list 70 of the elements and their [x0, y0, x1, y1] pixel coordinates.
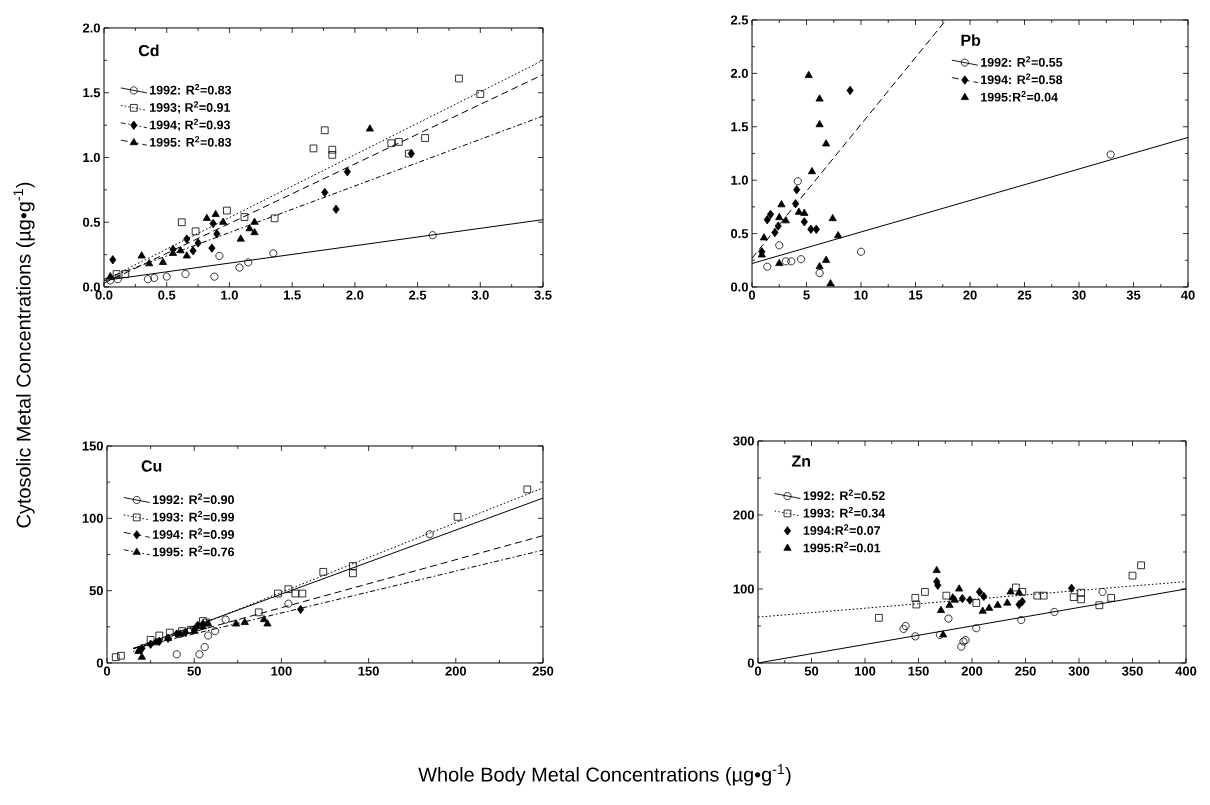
- legend-label: 1992: R$^{2}$=0.52: [803, 489, 885, 501]
- y-tick-label: 1.5: [731, 122, 749, 132]
- y-tick-label: 1.0: [731, 175, 748, 185]
- legend-label: 1992: R$^{2}$=0.83: [150, 83, 232, 95]
- legend-label: 1994: R$^{2}$=0.58: [981, 73, 1063, 85]
- y-tick-label: 150: [82, 441, 103, 451]
- x-tick-label: 300: [1068, 666, 1090, 676]
- x-tick-label: 40: [1181, 290, 1195, 300]
- legend-label: 1992: R$^{2}$=0.55: [981, 56, 1063, 67]
- y-tick-label: 0: [747, 658, 754, 668]
- y-tick-label: 0.0: [83, 282, 100, 292]
- x-tick-label: 400: [1175, 666, 1197, 676]
- x-tick-label: 5: [803, 290, 810, 300]
- x-tick-label: 1.0: [221, 290, 238, 300]
- x-tick-label: 1.5: [283, 290, 301, 300]
- y-tick-label: 2.5: [730, 15, 749, 25]
- legend-label: 1995: R$^{2}$=0.83: [150, 136, 232, 147]
- text: Cu: [141, 460, 162, 472]
- x-tick-label: 25: [1017, 290, 1032, 300]
- legend-label: 1995: R$^{2}$=0.76: [152, 545, 235, 557]
- x-tick-label: 20: [963, 290, 977, 300]
- y-tick-label: 0.5: [83, 217, 101, 227]
- text: Cd: [138, 44, 159, 57]
- y-tick-label: 0.0: [731, 282, 748, 292]
- x-tick-label: 50: [187, 666, 201, 676]
- x-tick-label: 0.5: [158, 290, 176, 300]
- x-tick-label: 3.0: [471, 290, 489, 300]
- y-tick-label: 100: [82, 513, 103, 523]
- x-tick-label: 50: [804, 666, 819, 676]
- x-tick-label: 10: [854, 290, 868, 300]
- y-tick-label: 50: [89, 586, 103, 596]
- y-tick-label: 2.0: [730, 68, 748, 78]
- x-tick-label: 350: [1122, 666, 1143, 676]
- x-tick-label: 250: [1015, 666, 1036, 676]
- x-tick-label: 150: [908, 666, 929, 676]
- x-tick-label: 35: [1126, 290, 1141, 300]
- y-tick-label: 2.0: [82, 23, 100, 33]
- legend-label: 1993: R$^{2}$=0.99: [152, 510, 235, 522]
- y-axis-title: Cytosolic Metal Concentrations (µg•g$^{-1}$): [13, 182, 35, 528]
- y-tick-label: 200: [733, 510, 754, 520]
- legend-label: 1994:R$^{2}$=0.07: [803, 524, 881, 535]
- text: Pb: [961, 34, 981, 46]
- x-tick-label: 3.5: [534, 290, 552, 300]
- y-tick-label: 0: [96, 658, 103, 668]
- y-tick-label: 0.5: [731, 228, 749, 239]
- legend-label: 1995:R$^{2}$=0.01: [803, 541, 881, 553]
- x-tick-label: 0: [754, 666, 762, 676]
- x-tick-label: 100: [271, 666, 292, 676]
- x-axis-title: Whole Body Metal Concentrations (µg•g$^{-1}$): [418, 764, 791, 786]
- x-tick-label: 250: [532, 666, 554, 676]
- legend-label: 1994: R$^{2}$=0.99: [152, 528, 235, 539]
- x-tick-label: 0: [103, 666, 111, 676]
- x-tick-label: 200: [445, 666, 467, 676]
- legend-label: 1995:R$^{2}$=0.04: [981, 91, 1058, 102]
- x-tick-label: 2.5: [409, 290, 427, 300]
- y-tick-label: 1.5: [83, 88, 101, 98]
- legend-label: 1992: R$^{2}$=0.90: [152, 493, 234, 505]
- x-tick-label: 100: [855, 666, 876, 676]
- x-tick-label: 150: [358, 666, 379, 676]
- x-tick-label: 200: [961, 666, 983, 676]
- x-tick-label: 30: [1072, 290, 1086, 300]
- x-tick-label: 2.0: [346, 290, 364, 300]
- x-tick-label: 15: [909, 290, 923, 300]
- y-tick-label: 100: [733, 584, 754, 594]
- legend-label: 1993: R$^{2}$=0.34: [803, 506, 886, 518]
- legend-label: 1994; R$^{2}$=0.93: [150, 118, 230, 132]
- y-tick-label: 300: [733, 436, 754, 446]
- text: Zn: [791, 455, 810, 467]
- y-tick-label: 1.0: [83, 152, 100, 163]
- legend-label: 1993; R$^{2}$=0.91: [150, 101, 231, 114]
